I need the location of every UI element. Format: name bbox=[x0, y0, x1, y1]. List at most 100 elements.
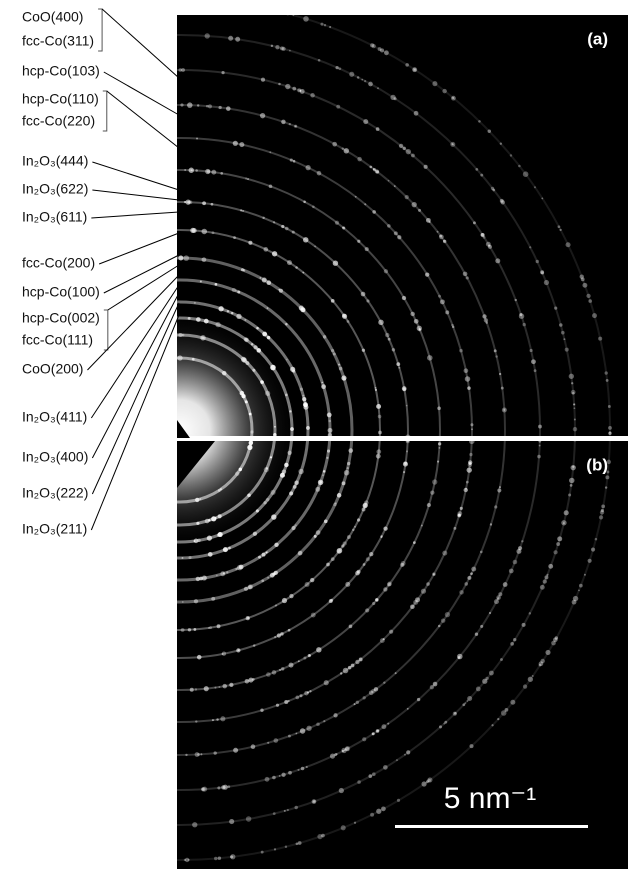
spot bbox=[195, 688, 197, 690]
spot bbox=[262, 553, 266, 557]
spot bbox=[323, 335, 326, 338]
spot bbox=[355, 660, 359, 664]
spot bbox=[197, 753, 200, 756]
spot bbox=[204, 319, 209, 324]
spot bbox=[361, 292, 366, 297]
spot bbox=[377, 87, 379, 89]
spot bbox=[264, 467, 269, 472]
spot bbox=[217, 786, 220, 789]
spot bbox=[285, 394, 288, 397]
spot bbox=[459, 349, 463, 353]
spot bbox=[309, 654, 311, 656]
spot bbox=[260, 113, 265, 118]
spot bbox=[459, 590, 463, 594]
spot bbox=[288, 629, 291, 632]
spot bbox=[571, 465, 576, 470]
spot bbox=[403, 462, 408, 467]
spot bbox=[266, 672, 271, 677]
spot bbox=[266, 551, 268, 553]
spot bbox=[231, 312, 233, 314]
spot bbox=[212, 231, 215, 234]
panel-label: (a) bbox=[587, 29, 608, 48]
spot bbox=[375, 387, 377, 389]
spot bbox=[523, 684, 527, 688]
spot bbox=[388, 338, 391, 341]
spot bbox=[384, 50, 389, 55]
spot bbox=[362, 349, 365, 352]
spot bbox=[327, 449, 330, 452]
spot bbox=[383, 682, 385, 684]
spot bbox=[376, 454, 381, 459]
spot bbox=[375, 598, 379, 602]
spot bbox=[251, 343, 253, 345]
spot bbox=[269, 9, 271, 11]
spot bbox=[188, 317, 191, 320]
spot bbox=[359, 657, 363, 661]
ring-label: In₂O₃(222) bbox=[22, 485, 88, 501]
spot bbox=[357, 157, 362, 162]
spot bbox=[196, 577, 200, 581]
spot bbox=[252, 369, 255, 372]
spot bbox=[357, 780, 361, 784]
spot bbox=[220, 716, 225, 721]
spot bbox=[292, 87, 296, 91]
spot bbox=[219, 686, 221, 688]
spot bbox=[438, 295, 441, 298]
spot bbox=[333, 260, 338, 265]
ring-label: hcp-Co(110) bbox=[22, 91, 99, 107]
spot bbox=[284, 810, 286, 812]
spot bbox=[564, 510, 569, 515]
spot bbox=[211, 203, 214, 206]
spot bbox=[343, 668, 349, 674]
spot bbox=[342, 314, 346, 318]
spot bbox=[333, 352, 336, 355]
spot bbox=[440, 299, 445, 304]
bracket bbox=[98, 9, 102, 51]
spot bbox=[522, 623, 526, 627]
spot bbox=[356, 701, 359, 704]
spot bbox=[293, 485, 297, 489]
spot bbox=[218, 106, 221, 109]
spot bbox=[306, 426, 310, 430]
leader-line bbox=[91, 285, 179, 418]
spot bbox=[297, 769, 299, 771]
spot bbox=[534, 369, 537, 372]
spot bbox=[188, 556, 191, 559]
spot bbox=[233, 748, 238, 753]
spot bbox=[417, 698, 420, 701]
spot bbox=[539, 445, 541, 447]
spot bbox=[405, 195, 409, 199]
scale-bar-label: 5 nm⁻¹ bbox=[444, 782, 537, 815]
spot bbox=[401, 561, 406, 566]
spot bbox=[375, 389, 377, 391]
spot bbox=[467, 576, 471, 580]
spot bbox=[273, 812, 276, 815]
ring-label: hcp-Co(002) bbox=[22, 310, 100, 326]
spot bbox=[580, 275, 584, 279]
spot bbox=[295, 266, 298, 269]
spot bbox=[331, 299, 335, 303]
spot bbox=[415, 597, 420, 602]
spot bbox=[310, 578, 314, 582]
spot bbox=[285, 846, 287, 848]
spot bbox=[499, 486, 501, 488]
spot bbox=[559, 323, 563, 327]
spot bbox=[208, 627, 210, 629]
spot bbox=[342, 750, 344, 752]
spot bbox=[441, 618, 445, 622]
spot bbox=[317, 834, 322, 839]
spot bbox=[328, 428, 333, 433]
spot bbox=[196, 137, 198, 139]
spot bbox=[233, 141, 238, 146]
spot bbox=[543, 579, 547, 583]
spot bbox=[466, 276, 469, 279]
spot bbox=[275, 604, 277, 606]
figure: (a) (b) 5 nm⁻¹ CoO(400)fcc-Co(311)hcp-Co… bbox=[0, 0, 628, 869]
spot bbox=[288, 735, 291, 738]
spot bbox=[529, 349, 532, 352]
spot bbox=[387, 723, 389, 725]
spot bbox=[357, 570, 361, 574]
spot bbox=[286, 359, 288, 361]
spot bbox=[518, 546, 522, 550]
spot bbox=[183, 255, 189, 261]
